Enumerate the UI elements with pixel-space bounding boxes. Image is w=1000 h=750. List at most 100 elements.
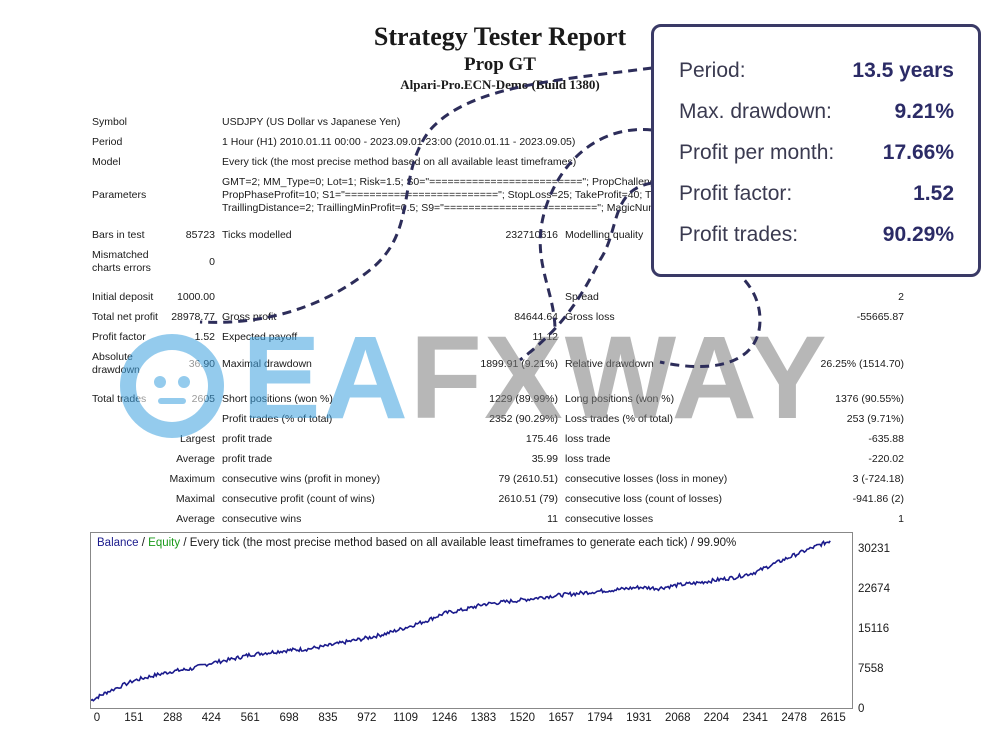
gross-loss-label: Gross loss xyxy=(565,311,615,323)
chart-title-rest: / Every tick (the most precise method ba… xyxy=(180,537,737,549)
callout-pt-row: Profit trades: 90.29% xyxy=(679,223,954,253)
period-label: Period xyxy=(92,136,123,148)
maximal-cons-loss-label: consecutive loss (count of losses) xyxy=(565,493,722,505)
max-cons-wins-value: 79 (2610.51) xyxy=(498,473,558,485)
expected-payoff-label: Expected payoff xyxy=(222,331,298,343)
x-tick-label: 424 xyxy=(201,712,221,724)
max-cons-losses-value: 3 (-724.18) xyxy=(852,473,904,485)
x-tick-label: 1246 xyxy=(431,712,458,724)
bars-label: Bars in test xyxy=(92,229,145,241)
maximum-label: Maximum xyxy=(169,473,215,485)
gross-profit-label: Gross profit xyxy=(222,311,277,323)
loss-trades-value: 253 (9.71%) xyxy=(846,413,904,425)
x-tick-label: 972 xyxy=(357,712,377,724)
total-net-profit-value: 28978.77 xyxy=(171,311,215,323)
mismatched-value: 0 xyxy=(209,256,215,268)
mismatched-label-2: charts errors xyxy=(92,262,151,274)
average-loss-label: loss trade xyxy=(565,453,611,465)
gross-profit-value: 84644.64 xyxy=(514,311,558,323)
callout-period-row: Period: 13.5 years xyxy=(679,59,954,89)
callout-drawdown-label: Max. drawdown: xyxy=(679,100,832,123)
x-tick-label: 1109 xyxy=(393,712,419,724)
x-tick-label: 698 xyxy=(279,712,299,724)
symbol-value: USDJPY (US Dollar vs Japanese Yen) xyxy=(222,116,401,128)
parameters-label: Parameters xyxy=(92,189,147,201)
y-tick-label: 22674 xyxy=(858,583,890,595)
largest-profit-label: profit trade xyxy=(222,433,273,445)
spread-label: Spread xyxy=(565,291,599,303)
y-tick-label: 15116 xyxy=(858,623,890,635)
callout-period-value: 13.5 years xyxy=(852,59,954,82)
ticks-label: Ticks modelled xyxy=(222,229,292,241)
maximal-cons-profit-value: 2610.51 (79) xyxy=(498,493,558,505)
server-name: Alpari-Pro.ECN-Demo (Build 1380) xyxy=(400,77,600,92)
mismatched-label: Mismatched xyxy=(92,249,149,261)
average-profit-value: 35.99 xyxy=(531,453,558,465)
chart-title: Balance / Equity / Every tick (the most … xyxy=(97,537,736,549)
initial-deposit-value: 1000.00 xyxy=(177,291,215,303)
x-tick-label: 1794 xyxy=(587,712,613,724)
callout-ppm-value: 17.66% xyxy=(882,141,954,164)
callout-pt-value: 90.29% xyxy=(882,223,954,246)
relative-dd-label: Relative drawdown xyxy=(565,358,654,370)
x-tick-label: 2341 xyxy=(742,712,769,724)
callout-pf-label: Profit factor: xyxy=(679,182,793,205)
average-label: Average xyxy=(176,453,215,465)
callout-pt-label: Profit trades: xyxy=(679,223,799,246)
x-tick-label: 2204 xyxy=(703,712,730,724)
balance-chart-plot xyxy=(90,539,831,702)
callout-pf-value: 1.52 xyxy=(913,182,954,205)
chart-equity-legend: Equity xyxy=(148,537,181,549)
callout-pf-row: Profit factor: 1.52 xyxy=(679,182,954,212)
x-tick-label: 835 xyxy=(318,712,338,724)
profit-trades-label: Profit trades (% of total) xyxy=(222,413,333,425)
x-tick-label: 2615 xyxy=(820,712,846,724)
total-net-profit-label: Total net profit xyxy=(92,311,158,323)
maximal-label: Maximal xyxy=(175,493,215,505)
max-cons-wins-label: consecutive wins (profit in money) xyxy=(222,473,381,485)
balance-series-line xyxy=(90,539,831,702)
avg-cons-losses-value: 1 xyxy=(898,513,904,525)
relative-dd-value: 26.25% (1514.70) xyxy=(820,358,904,370)
callout-ppm-label: Profit per month: xyxy=(679,141,835,164)
maximal-cons-loss-value: -941.86 (2) xyxy=(852,493,904,505)
largest-loss-label: loss trade xyxy=(565,433,611,445)
avg-cons-losses-label: consecutive losses xyxy=(565,513,654,525)
balance-chart xyxy=(90,532,853,709)
x-tick-label: 151 xyxy=(124,712,144,724)
x-tick-label: 561 xyxy=(240,712,260,724)
model-label: Model xyxy=(92,156,121,168)
average-profit-label: profit trade xyxy=(222,453,273,465)
ticks-value: 232710616 xyxy=(505,229,558,241)
short-positions-label: Short positions (won %) xyxy=(222,393,333,405)
callout-drawdown-value: 9.21% xyxy=(894,100,954,123)
x-tick-label: 1931 xyxy=(626,712,652,724)
x-tick-label: 2068 xyxy=(664,712,691,724)
y-tick-label: 30231 xyxy=(858,543,890,555)
parameters-line: PropPhaseProfit=10; S1="================… xyxy=(222,189,723,201)
initial-deposit-label: Initial deposit xyxy=(92,291,154,303)
largest-profit-value: 175.46 xyxy=(525,433,558,445)
maximal-dd-value: 1899.91 (9.21%) xyxy=(480,358,558,370)
loss-trades-label: Loss trades (% of total) xyxy=(565,413,673,425)
callout-ppm-row: Profit per month: 17.66% xyxy=(679,141,954,171)
callout-period-label: Period: xyxy=(679,59,746,82)
long-positions-value: 1376 (90.55%) xyxy=(835,393,904,405)
x-tick-label: 0 xyxy=(93,712,101,724)
avg-cons-wins-label: consecutive wins xyxy=(222,513,302,525)
y-tick-label: 0 xyxy=(858,703,865,715)
x-tick-label: 288 xyxy=(163,712,183,724)
gross-loss-value: -55665.87 xyxy=(856,311,904,323)
maximal-dd-label: Maximal drawdown xyxy=(222,358,312,370)
chart-title-sep: / xyxy=(138,537,149,549)
callout-drawdown-row: Max. drawdown: 9.21% xyxy=(679,100,954,130)
quality-label: Modelling quality xyxy=(565,229,644,241)
max-cons-losses-label: consecutive losses (loss in money) xyxy=(565,473,728,485)
y-tick-label: 7558 xyxy=(858,663,884,675)
short-positions-value: 1229 (89.99%) xyxy=(489,393,558,405)
expert-name: Prop GT xyxy=(464,54,536,75)
symbol-label: Symbol xyxy=(92,116,128,128)
chart-balance-legend: Balance xyxy=(97,537,139,549)
x-tick-label: 1520 xyxy=(509,712,536,724)
model-value: Every tick (the most precise method base… xyxy=(222,156,577,168)
